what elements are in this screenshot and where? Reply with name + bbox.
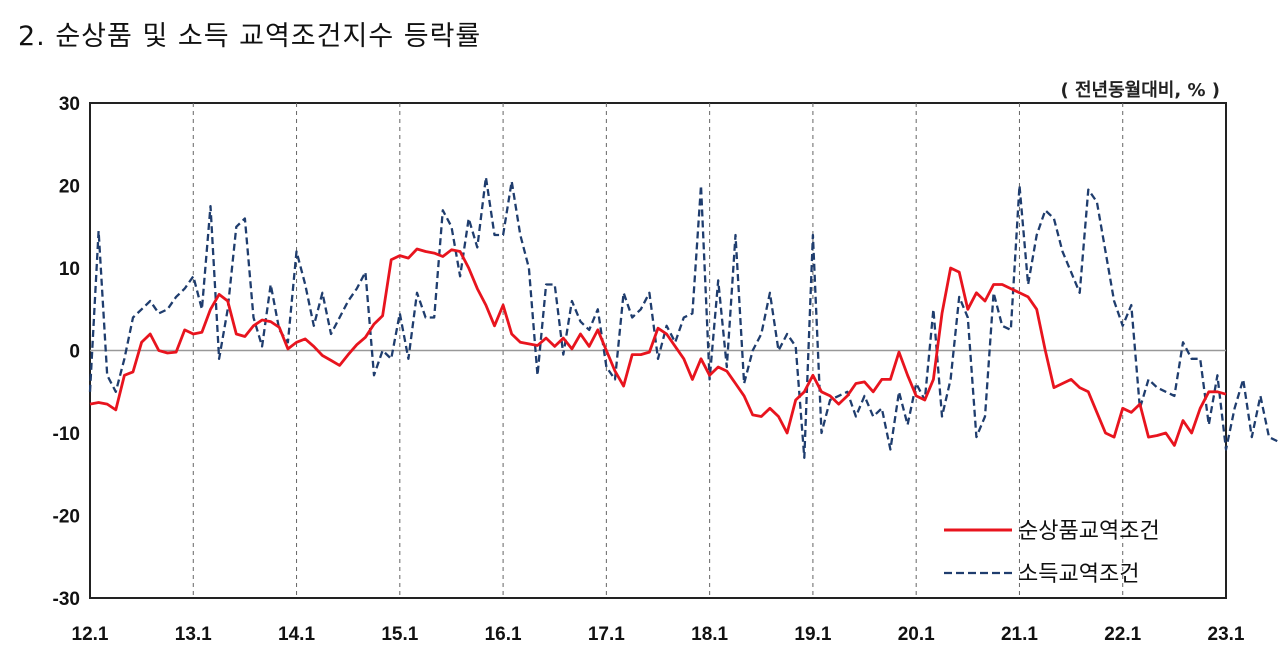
legend-label-1: 소득교역조건 — [1018, 562, 1139, 587]
y-tick-label: -30 — [53, 589, 80, 610]
x-tick-label: 17.1 — [588, 624, 625, 645]
x-tick-label: 22.1 — [1104, 624, 1141, 645]
x-tick-label: 18.1 — [691, 624, 728, 645]
y-tick-label: -20 — [53, 507, 80, 528]
y-tick-label: 30 — [59, 94, 80, 115]
x-tick-label: 13.1 — [175, 624, 212, 645]
x-tick-label: 14.1 — [278, 624, 315, 645]
y-tick-label: 0 — [69, 342, 80, 363]
y-tick-label: 20 — [59, 177, 80, 198]
series-line-1 — [88, 176, 1280, 459]
x-tick-label: 21.1 — [1001, 624, 1038, 645]
x-tick-label: 15.1 — [381, 624, 418, 645]
y-tick-label: -10 — [53, 424, 80, 445]
x-tick-label: 20.1 — [898, 624, 935, 645]
y-tick-label: 10 — [59, 259, 80, 280]
unit-label: ( 전년동월대비, % ) — [1060, 80, 1221, 101]
chart-title: 2. 순상품 및 소득 교역조건지수 등락률 — [18, 21, 482, 52]
x-tick-label: 12.1 — [72, 624, 109, 645]
x-tick-label: 19.1 — [794, 624, 831, 645]
x-tick-label: 16.1 — [485, 624, 522, 645]
x-tick-label: 23.1 — [1208, 624, 1245, 645]
legend-label-0: 순상품교역조건 — [1018, 519, 1160, 544]
series-line-0 — [89, 247, 1227, 447]
